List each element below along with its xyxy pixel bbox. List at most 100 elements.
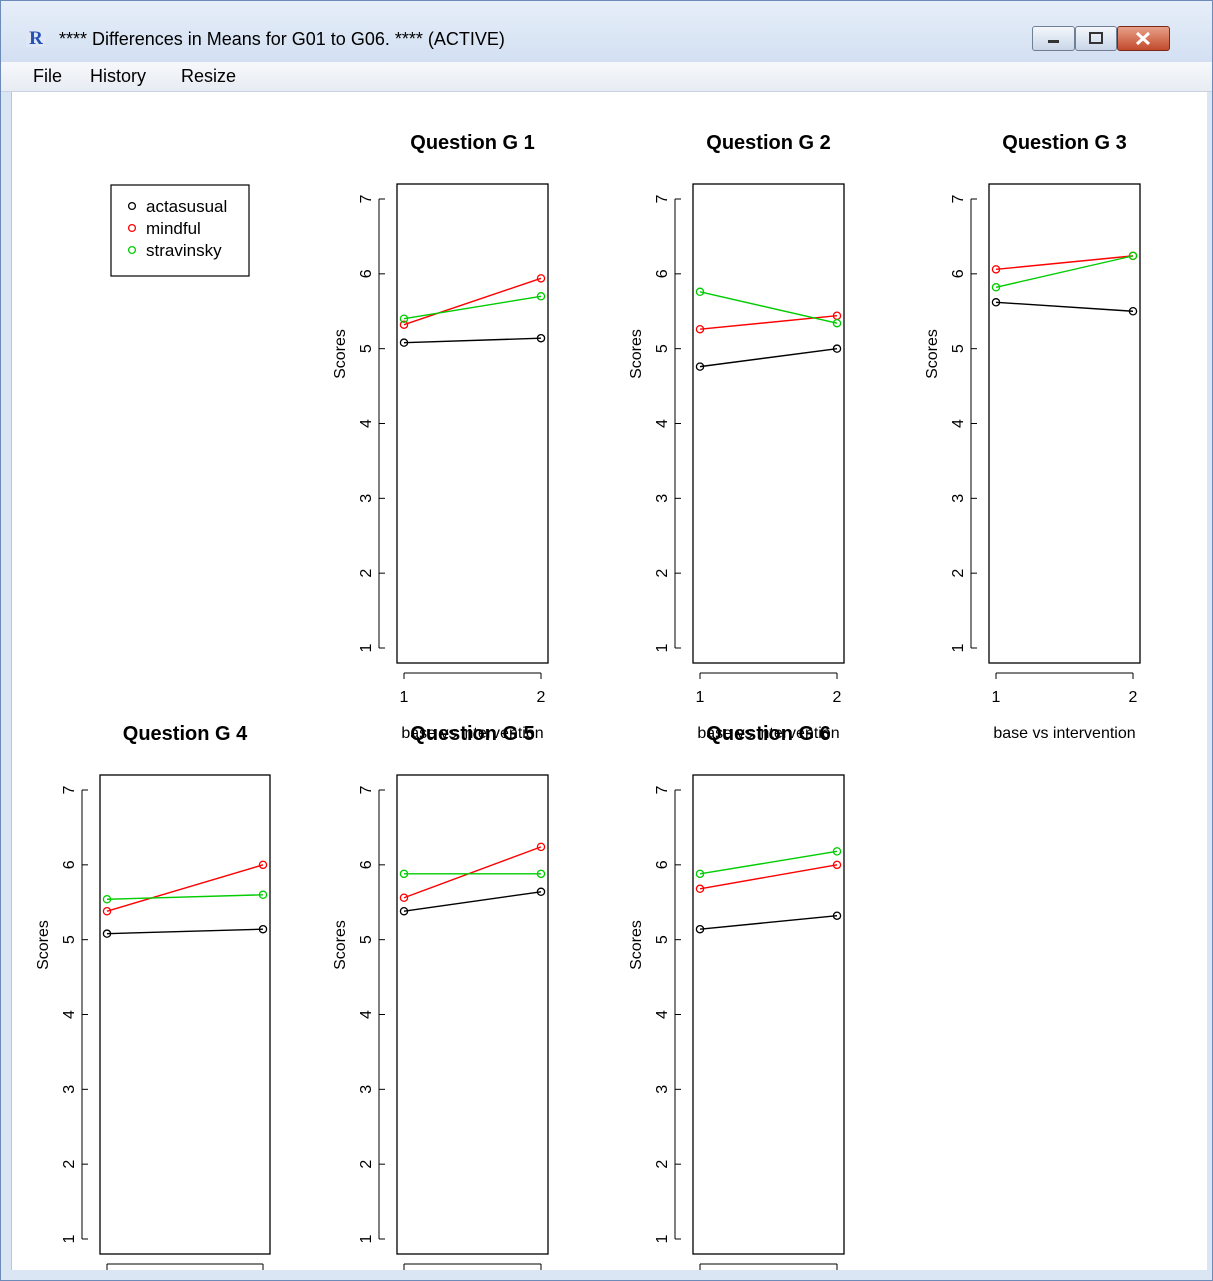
y-tick-label: 3 [950, 494, 967, 503]
chart-panel-5: Question G 5base vs intervention Scores 1 2… [332, 723, 549, 1270]
menu-file[interactable]: File [33, 66, 63, 86]
chart-title: Question G 4 [123, 723, 248, 745]
x-axis-label: base vs intervention [697, 725, 839, 742]
plot-frame [396, 774, 549, 1255]
title-bar[interactable]: R **** Differences in Means for G01 to G… [1, 1, 1212, 62]
y-axis-label: Scores [924, 329, 941, 379]
data-point-actasusual [1128, 306, 1138, 316]
data-point-mindful [258, 860, 268, 870]
y-axis-label: Scores [332, 920, 349, 970]
maximize-button[interactable] [1075, 26, 1117, 51]
data-point-stravinsky [399, 869, 409, 879]
series-line-mindful [699, 315, 838, 330]
chart-panel-4: Question G 4base vs interventionScores12… [35, 723, 271, 1270]
x-tick-label: 2 [833, 689, 842, 706]
data-point-stravinsky [991, 283, 1001, 292]
data-point-mindful [695, 324, 705, 334]
chart-title: Question G 6 [706, 723, 830, 745]
chart-title: Question G 2 [706, 132, 830, 154]
data-point-mindful [695, 884, 705, 894]
y-tick-label: 4 [654, 419, 671, 428]
data-point-mindful [399, 320, 409, 329]
x-tick-label: 1 [696, 689, 705, 706]
plot-frame [988, 183, 1141, 664]
y-axis-label: Scores [332, 329, 349, 379]
data-point-actasusual [695, 362, 705, 371]
y-axis-label: Scores [628, 920, 645, 970]
data-point-stravinsky [1128, 251, 1138, 261]
close-button[interactable] [1117, 26, 1170, 51]
chart-title: Question G 3 [1002, 132, 1126, 154]
data-point-mindful [832, 860, 842, 870]
data-point-actasusual [399, 338, 409, 347]
y-tick-label: 6 [358, 269, 375, 278]
data-point-actasusual [536, 333, 546, 343]
y-tick-label: 5 [61, 935, 78, 944]
series-line-mindful [106, 864, 264, 912]
legend-marker-stravinsky [127, 245, 137, 255]
x-tick-label: 1 [400, 689, 409, 706]
close-icon [1135, 31, 1151, 46]
y-tick-label: 2 [950, 569, 967, 578]
chart-panel-3: Question G 3 base vs intervention Scores 1 2… [924, 132, 1141, 742]
plots-svg: Question G 1 base vs intervention Scores 1 2… [35, 132, 1141, 1270]
legend-label-mindful: mindful [146, 219, 201, 238]
series-line-stravinsky [699, 850, 838, 875]
legend-marker-mindful [127, 223, 137, 233]
y-axis-label: Scores [628, 329, 645, 379]
y-tick-label: 6 [950, 269, 967, 278]
maximize-icon [1089, 32, 1103, 44]
plot-frame [692, 183, 845, 664]
series-line-stravinsky [699, 291, 838, 324]
y-tick-label: 7 [654, 785, 671, 794]
menu-resize[interactable]: Resize [181, 66, 237, 86]
y-tick-label: 1 [61, 1234, 78, 1243]
y-tick-label: 3 [654, 494, 671, 503]
data-point-stravinsky [695, 869, 705, 879]
x-tick-label: 2 [1129, 689, 1138, 706]
data-point-stravinsky [399, 314, 409, 323]
chart-panel-2: Question G 2 base vs intervention Scores 1 2… [628, 132, 845, 742]
y-tick-label: 5 [654, 935, 671, 944]
data-point-actasusual [399, 906, 409, 916]
series-line-stravinsky [106, 894, 264, 900]
y-tick-label: 1 [358, 1234, 375, 1243]
y-tick-label: 4 [358, 419, 375, 428]
legend-label-actasusual: actasusual [146, 197, 227, 216]
series-line-actasusual [699, 915, 838, 930]
y-tick-label: 7 [358, 194, 375, 203]
data-point-actasusual [832, 911, 842, 920]
minimize-button[interactable] [1032, 26, 1075, 51]
legend-label-stravinsky: stravinsky [146, 241, 222, 260]
y-tick-label: 7 [61, 785, 78, 794]
y-tick-label: 1 [654, 1234, 671, 1243]
y-tick-label: 6 [654, 269, 671, 278]
x-axis-label: base vs intervention [993, 725, 1135, 742]
y-tick-label: 2 [358, 569, 375, 578]
chart-title: Question G 5 [410, 723, 534, 745]
y-tick-label: 4 [654, 1010, 671, 1019]
y-tick-label: 1 [358, 643, 375, 652]
series-line-mindful [403, 277, 542, 326]
series-line-actasusual [106, 928, 264, 935]
menu-history[interactable]: History [90, 66, 147, 86]
series-line-actasusual [699, 347, 838, 368]
series-line-mindful [403, 846, 542, 899]
menu-bar [1, 62, 1212, 92]
minimize-icon [1048, 40, 1059, 43]
y-axis-label: Scores [35, 920, 52, 970]
series-line-stravinsky [995, 255, 1134, 288]
series-line-stravinsky [403, 295, 542, 320]
plot-frame [692, 774, 845, 1255]
y-tick-label: 3 [358, 494, 375, 503]
data-point-stravinsky [832, 847, 842, 856]
data-point-actasusual [991, 298, 1001, 307]
series-line-actasusual [403, 891, 542, 912]
data-point-mindful [536, 274, 546, 283]
data-point-mindful [102, 906, 112, 916]
data-point-stravinsky [832, 318, 842, 328]
data-point-actasusual [832, 344, 842, 353]
x-tick-label: 2 [537, 689, 546, 706]
series-line-actasusual [995, 301, 1134, 312]
